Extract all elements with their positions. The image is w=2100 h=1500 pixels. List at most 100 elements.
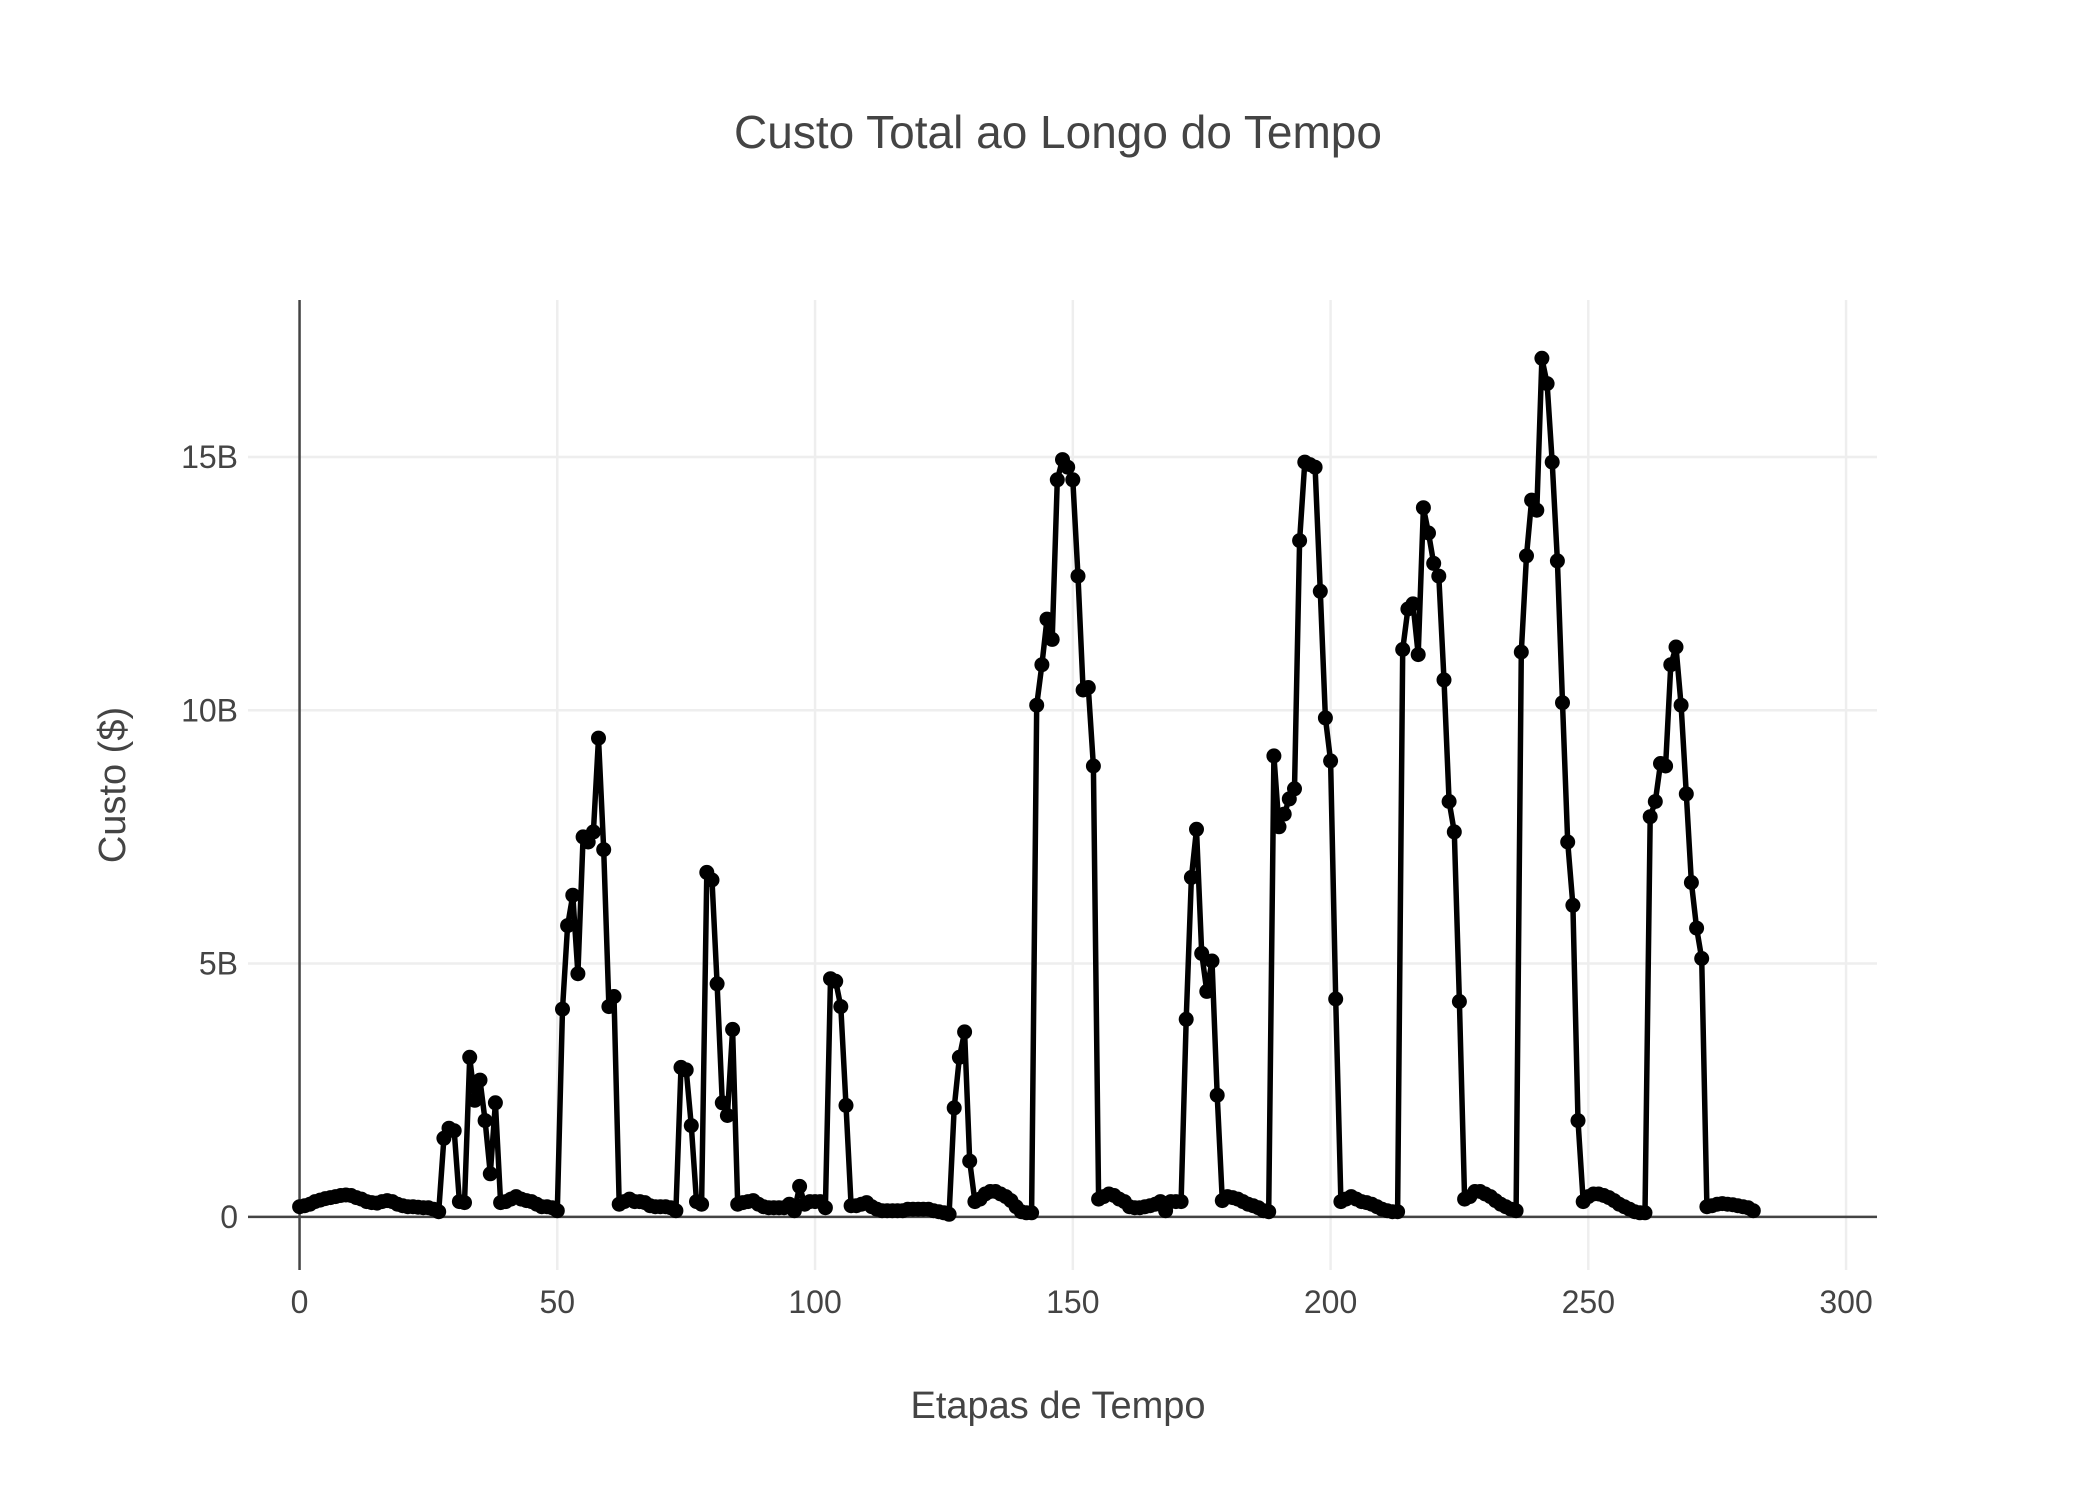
data-point: [462, 1049, 478, 1065]
data-point: [1673, 697, 1689, 713]
data-point: [1410, 647, 1426, 663]
data-point: [1178, 1011, 1194, 1027]
data-point: [549, 1203, 565, 1219]
data-point: [1271, 819, 1287, 835]
data-point: [467, 1092, 483, 1108]
data-point: [431, 1204, 447, 1220]
x-tick-label: 200: [1304, 1284, 1357, 1320]
data-point: [1519, 548, 1534, 564]
data-point: [1415, 500, 1431, 516]
data-point: [828, 973, 844, 989]
x-axis-title: Etapas de Tempo: [910, 1385, 1205, 1427]
data-point: [1312, 583, 1328, 599]
data-point: [1039, 611, 1055, 627]
data-point: [1199, 983, 1215, 999]
data-point: [951, 1049, 967, 1065]
data-point: [477, 1113, 493, 1129]
data-point: [1328, 991, 1344, 1007]
data-point: [446, 1123, 462, 1139]
data-point: [1183, 869, 1199, 885]
data-point: [709, 976, 725, 992]
data-point: [1390, 1204, 1406, 1220]
data-point: [1261, 1204, 1277, 1220]
data-point: [1508, 1203, 1524, 1219]
data-point: [1421, 525, 1436, 541]
data-point: [596, 842, 612, 858]
data-point: [1549, 553, 1565, 569]
data-point: [1204, 953, 1220, 969]
axes: [248, 300, 1877, 1270]
data-point: [1658, 758, 1674, 774]
data-point: [1668, 639, 1684, 655]
x-tick-label: 100: [788, 1284, 841, 1320]
data-point: [1678, 786, 1694, 802]
x-tick-label: 250: [1562, 1284, 1615, 1320]
data-point: [817, 1200, 833, 1216]
data-point: [1323, 753, 1339, 769]
data-point: [1513, 644, 1529, 660]
data-point: [1689, 920, 1705, 936]
data-point: [1044, 631, 1060, 647]
data-point: [1266, 748, 1282, 764]
data-point: [1544, 454, 1560, 470]
data-point: [1560, 834, 1576, 850]
data-point: [1426, 555, 1442, 571]
data-point: [1431, 568, 1447, 584]
data-point: [1451, 994, 1467, 1009]
data-point: [1529, 502, 1545, 518]
data-point: [1555, 695, 1570, 711]
x-tick-label: 50: [540, 1284, 576, 1320]
data-point: [1287, 781, 1302, 797]
data-point: [668, 1203, 684, 1219]
data-point: [833, 999, 849, 1015]
data-point: [585, 824, 601, 840]
data-point: [941, 1206, 957, 1222]
data-point: [1395, 642, 1411, 657]
data-point: [1647, 794, 1663, 809]
data-point: [1292, 533, 1308, 549]
data-point: [957, 1024, 973, 1040]
data-point: [1694, 951, 1710, 966]
data-point: [1194, 945, 1210, 961]
data-point: [704, 872, 720, 888]
data-point: [1317, 710, 1333, 726]
data-point: [714, 1095, 730, 1111]
data-point: [792, 1178, 808, 1194]
data-point: [1565, 897, 1581, 913]
data-point: [482, 1166, 498, 1182]
data-point: [1642, 809, 1658, 825]
data-point: [560, 918, 576, 934]
data-point: [591, 730, 606, 746]
data-point: [1539, 376, 1555, 392]
y-tick-label: 15B: [181, 439, 238, 475]
data-point: [1307, 459, 1323, 475]
data-point: [1637, 1205, 1653, 1221]
data-point: [570, 966, 586, 982]
data-point: [1024, 1205, 1040, 1221]
data-point: [1276, 806, 1292, 822]
y-axis-title: Custo ($): [92, 707, 134, 863]
data-point: [1436, 672, 1452, 688]
data-point: [838, 1097, 854, 1113]
y-tick-label: 5B: [199, 946, 238, 982]
data-point: [1085, 758, 1101, 774]
data-point: [1060, 459, 1076, 475]
data-point: [472, 1072, 488, 1088]
data-point: [1070, 568, 1086, 584]
data-point: [555, 1001, 570, 1017]
data-point: [962, 1153, 978, 1169]
tick-labels: 0 50 100 150 200 250 300 0 5B 10B 15B: [181, 439, 1873, 1320]
data-point: [1189, 821, 1204, 837]
data-point: [1029, 697, 1045, 713]
data-point: [946, 1100, 962, 1116]
data-point: [1405, 596, 1421, 612]
data-point: [1745, 1203, 1761, 1219]
x-tick-label: 0: [291, 1284, 309, 1320]
data-point: [678, 1062, 694, 1078]
data-point: [1683, 875, 1699, 890]
chart-title: Custo Total ao Longo do Tempo: [734, 106, 1382, 158]
data-point: [719, 1108, 735, 1123]
data-point: [683, 1118, 699, 1134]
x-tick-label: 150: [1046, 1284, 1099, 1320]
